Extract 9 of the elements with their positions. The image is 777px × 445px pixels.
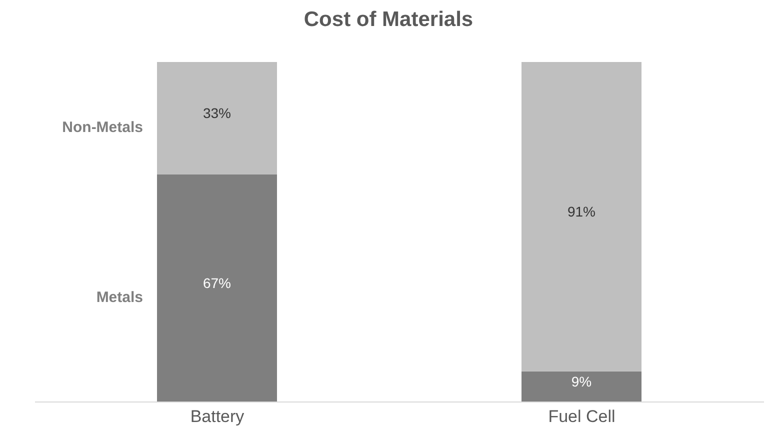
data-label: 67% bbox=[202, 274, 232, 291]
x-tick-label: Fuel Cell bbox=[548, 407, 616, 426]
data-label: 9% bbox=[571, 373, 592, 390]
data-label: 91% bbox=[567, 203, 596, 220]
chart-title: Cost of Materials bbox=[302, 8, 474, 32]
series-label: Metals bbox=[96, 289, 143, 306]
data-label: 33% bbox=[202, 104, 232, 121]
series-label: Non-Metals bbox=[62, 119, 143, 136]
x-tick-label: Battery bbox=[190, 407, 245, 426]
